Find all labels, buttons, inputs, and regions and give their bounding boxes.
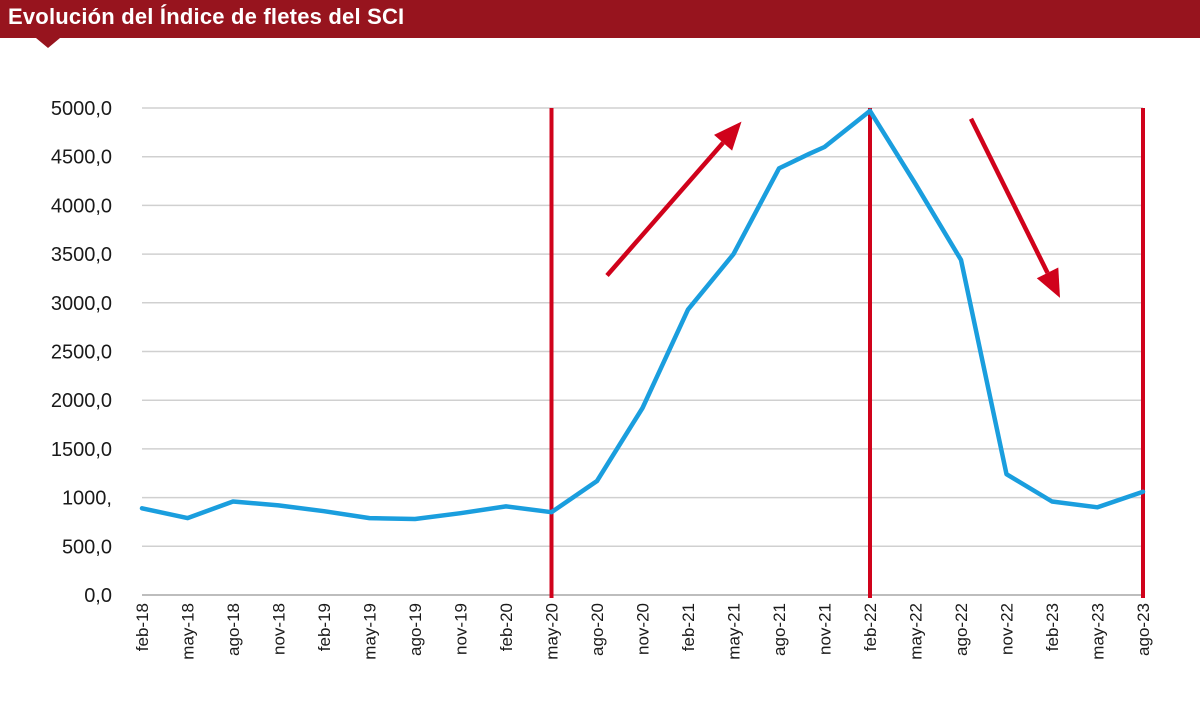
y-tick-label: 1000,	[62, 488, 112, 510]
x-tick-label: nov-18	[270, 603, 289, 655]
x-tick-label: feb-18	[133, 603, 152, 651]
y-tick-label: 2000,0	[51, 390, 112, 412]
arrow-head	[1036, 267, 1060, 298]
x-tick-label: nov-20	[634, 603, 653, 655]
x-tick-label: ago-19	[406, 603, 425, 656]
y-tick-label: 500,0	[62, 536, 112, 558]
x-tick-label: ago-22	[952, 603, 971, 656]
x-tick-label: nov-19	[452, 603, 471, 655]
y-tick-label: 0,0	[84, 585, 112, 607]
y-tick-label: 4500,0	[51, 147, 112, 169]
x-tick-label: may-22	[907, 603, 926, 660]
x-tick-label: may-21	[725, 603, 744, 660]
x-tick-label: nov-21	[816, 603, 835, 655]
title-bar: Evolución del Índice de fletes del SCI	[0, 0, 1200, 38]
y-tick-label: 1500,0	[51, 439, 112, 461]
x-tick-label: feb-20	[497, 603, 516, 651]
x-tick-label: feb-23	[1043, 603, 1062, 651]
trend-arrow-down	[968, 117, 1060, 298]
x-tick-label: ago-21	[770, 603, 789, 656]
y-tick-label: 2500,0	[51, 342, 112, 364]
y-tick-label: 4000,0	[51, 195, 112, 217]
x-tick-label: feb-19	[315, 603, 334, 651]
x-tick-label: may-23	[1089, 603, 1108, 660]
x-tick-label: nov-22	[998, 603, 1017, 655]
x-tick-label: may-19	[361, 603, 380, 660]
x-tick-label: feb-22	[861, 603, 880, 651]
title-bar-notch	[36, 38, 60, 48]
x-tick-label: may-18	[179, 603, 198, 660]
arrow-shaft	[968, 117, 1050, 274]
x-tick-label: ago-23	[1134, 603, 1153, 656]
x-tick-label: feb-21	[679, 603, 698, 651]
x-tick-label: may-20	[543, 603, 562, 660]
y-tick-label: 5000,0	[51, 98, 112, 120]
arrow-shaft	[605, 141, 725, 278]
y-tick-label: 3500,0	[51, 244, 112, 266]
x-tick-label: ago-20	[588, 603, 607, 656]
trend-arrow-up	[605, 121, 742, 278]
y-tick-label: 3000,0	[51, 293, 112, 315]
arrow-head	[714, 121, 742, 151]
series-line	[139, 108, 1146, 522]
chart-title: Evolución del Índice de fletes del SCI	[8, 4, 405, 29]
x-tick-label: ago-18	[224, 603, 243, 656]
